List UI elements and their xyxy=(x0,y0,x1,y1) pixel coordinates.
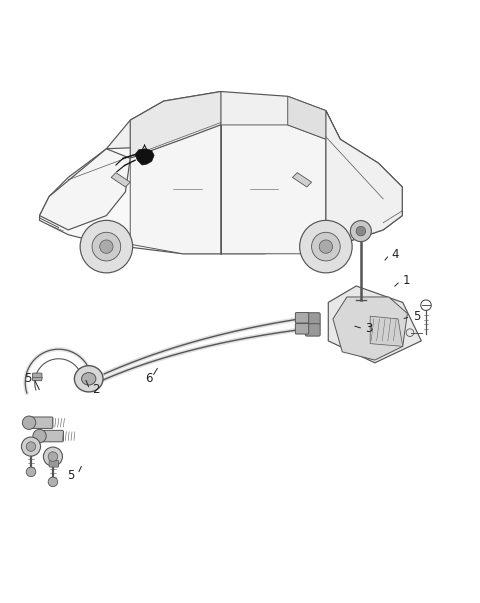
Polygon shape xyxy=(130,125,221,254)
FancyBboxPatch shape xyxy=(29,417,53,429)
Polygon shape xyxy=(288,96,340,139)
Circle shape xyxy=(319,240,333,253)
Text: 1: 1 xyxy=(402,274,410,288)
Text: 5: 5 xyxy=(24,372,31,385)
FancyBboxPatch shape xyxy=(305,313,320,325)
Ellipse shape xyxy=(74,365,103,392)
Text: 3: 3 xyxy=(365,322,372,335)
Text: 6: 6 xyxy=(145,372,153,385)
Text: 2: 2 xyxy=(92,383,100,396)
Polygon shape xyxy=(370,316,403,346)
FancyBboxPatch shape xyxy=(33,373,42,380)
Polygon shape xyxy=(328,286,421,363)
Circle shape xyxy=(48,477,58,487)
FancyBboxPatch shape xyxy=(305,324,320,336)
Circle shape xyxy=(300,220,352,273)
Polygon shape xyxy=(39,149,130,230)
Polygon shape xyxy=(333,297,408,360)
Text: 5: 5 xyxy=(67,469,74,482)
Circle shape xyxy=(23,416,36,429)
Polygon shape xyxy=(292,172,312,187)
Polygon shape xyxy=(135,149,154,165)
FancyBboxPatch shape xyxy=(295,324,309,334)
Text: 5: 5 xyxy=(413,311,420,323)
Circle shape xyxy=(26,442,36,452)
Circle shape xyxy=(22,437,40,456)
Polygon shape xyxy=(221,125,326,254)
Polygon shape xyxy=(326,110,402,254)
Circle shape xyxy=(26,467,36,476)
Circle shape xyxy=(80,220,132,273)
Circle shape xyxy=(100,240,113,253)
FancyBboxPatch shape xyxy=(39,431,63,442)
Text: 4: 4 xyxy=(391,248,399,261)
Circle shape xyxy=(356,226,366,236)
Polygon shape xyxy=(39,120,402,254)
Polygon shape xyxy=(130,92,221,159)
FancyBboxPatch shape xyxy=(49,461,59,467)
Circle shape xyxy=(312,232,340,261)
Circle shape xyxy=(92,232,120,261)
Circle shape xyxy=(33,429,46,443)
Polygon shape xyxy=(111,172,130,187)
FancyBboxPatch shape xyxy=(295,312,309,323)
Circle shape xyxy=(48,452,58,461)
Polygon shape xyxy=(107,92,340,149)
Circle shape xyxy=(350,221,372,242)
Circle shape xyxy=(43,447,62,466)
Ellipse shape xyxy=(82,373,96,385)
